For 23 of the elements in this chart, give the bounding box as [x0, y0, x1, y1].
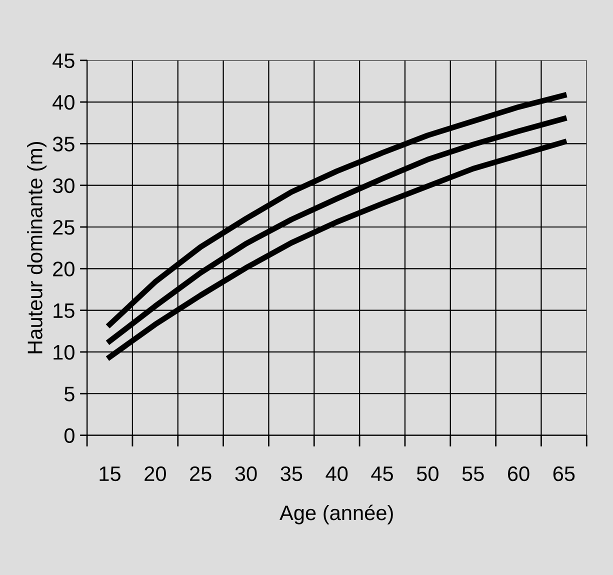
- x-tick-label: 40: [326, 466, 348, 482]
- y-axis-title: Hauteur dominante (m): [27, 142, 47, 354]
- y-tick-label: 40: [52, 95, 74, 110]
- y-tick-label: 25: [53, 220, 74, 235]
- x-tick-label: 50: [416, 466, 438, 482]
- x-tick-label: 30: [235, 466, 257, 482]
- x-tick-label: 25: [190, 466, 212, 482]
- x-tick-label: 45: [371, 466, 393, 482]
- y-tick-label: 15: [54, 304, 74, 318]
- x-tick-label: 15: [100, 466, 120, 482]
- y-tick-label: 10: [54, 344, 74, 360]
- y-tick-label: 45: [52, 54, 74, 68]
- y-tick-label: 5: [64, 386, 74, 402]
- x-axis-title: Age (année): [280, 504, 393, 524]
- y-tick-label: 30: [52, 178, 74, 194]
- x-tick-label: 55: [462, 466, 484, 482]
- x-tick-label: 60: [508, 466, 530, 482]
- x-tick-label: 65: [553, 466, 575, 482]
- x-tick-label: 20: [144, 466, 166, 482]
- y-tick-label: 20: [53, 262, 74, 276]
- y-tick-label: 0: [64, 428, 74, 444]
- y-tick-label: 35: [52, 136, 74, 152]
- x-tick-label: 35: [280, 466, 302, 482]
